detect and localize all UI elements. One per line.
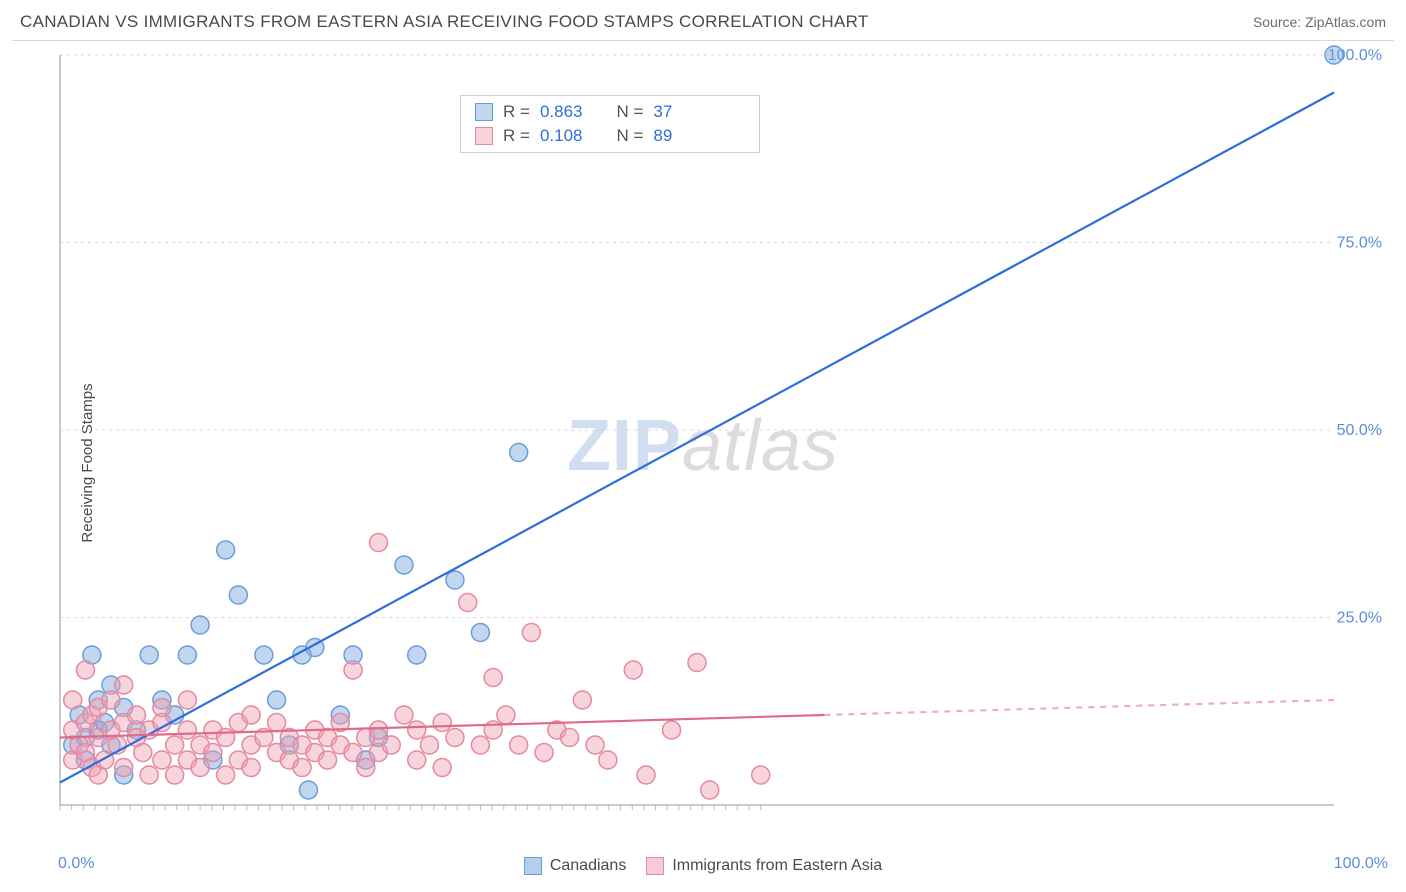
bottom-legend: Canadians Immigrants from Eastern Asia	[0, 857, 1406, 875]
stats-n-label: N =	[616, 126, 643, 146]
legend-swatch	[524, 857, 542, 875]
stats-r-value: 0.108	[540, 126, 583, 146]
svg-text:75.0%: 75.0%	[1337, 235, 1382, 252]
stats-r-value: 0.863	[540, 102, 583, 122]
svg-text:50.0%: 50.0%	[1337, 422, 1382, 439]
stats-row: R = 0.108 N = 89	[461, 124, 759, 148]
legend-label: Immigrants from Eastern Asia	[672, 857, 882, 875]
stats-row: R = 0.863 N = 37	[461, 100, 759, 124]
stats-r-label: R =	[503, 102, 530, 122]
stats-r-label: R =	[503, 126, 530, 146]
source-label: Source: ZipAtlas.com	[1253, 14, 1386, 30]
stats-n-value: 37	[653, 102, 672, 122]
stats-n-value: 89	[653, 126, 672, 146]
correlation-stats-box: R = 0.863 N = 37 R = 0.108 N = 89	[460, 95, 760, 153]
stats-swatch	[475, 103, 493, 121]
chart-area: Receiving Food Stamps ZIPatlas 25.0%50.0…	[0, 45, 1406, 881]
legend-item: Canadians	[524, 857, 627, 875]
legend-swatch	[646, 857, 664, 875]
header: CANADIAN VS IMMIGRANTS FROM EASTERN ASIA…	[0, 0, 1406, 40]
legend-label: Canadians	[550, 857, 627, 875]
scatter-plot: 25.0%50.0%75.0%100.0%	[50, 45, 1394, 845]
svg-text:25.0%: 25.0%	[1337, 610, 1382, 627]
page-title: CANADIAN VS IMMIGRANTS FROM EASTERN ASIA…	[20, 12, 869, 32]
header-divider	[12, 40, 1394, 41]
stats-n-label: N =	[616, 102, 643, 122]
stats-swatch	[475, 127, 493, 145]
legend-item: Immigrants from Eastern Asia	[646, 857, 882, 875]
